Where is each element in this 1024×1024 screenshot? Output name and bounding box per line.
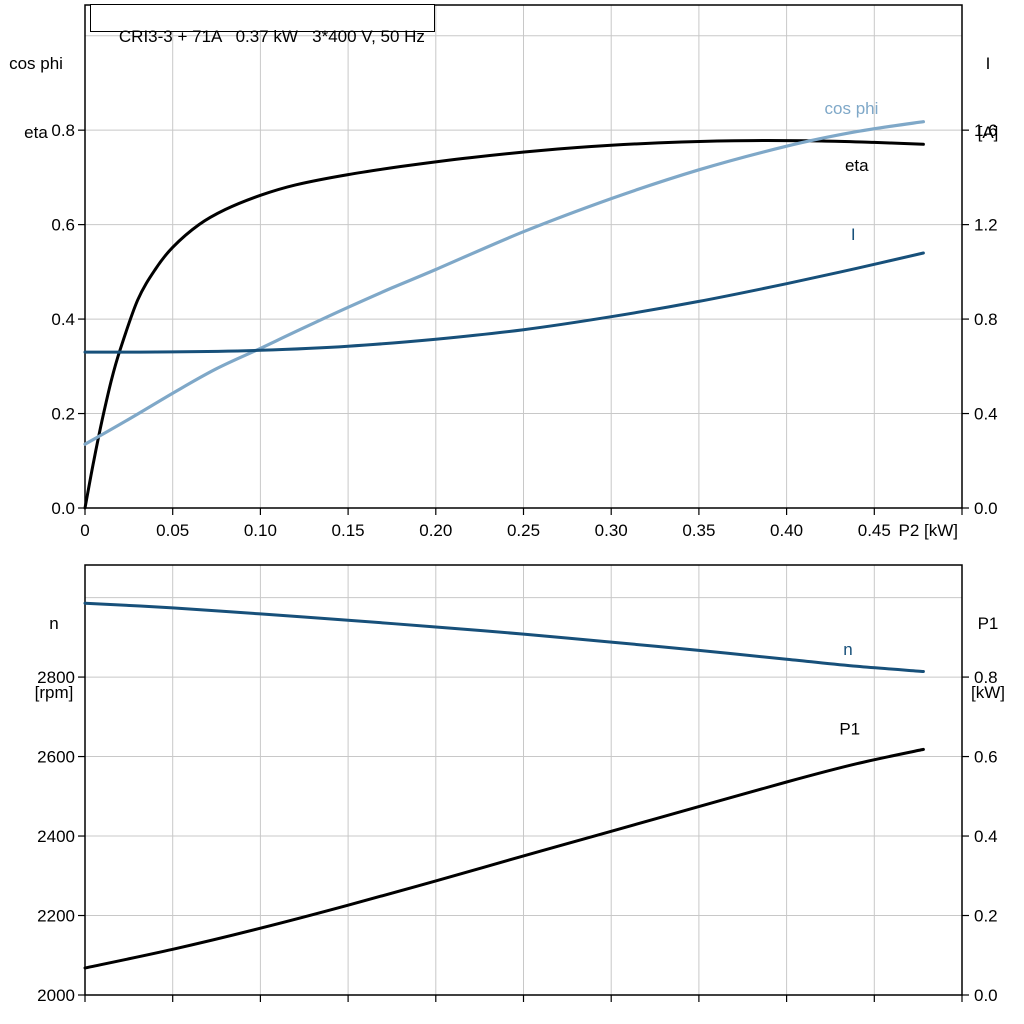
chart-title-box: CRI3-3 + 71A 0.37 kW 3*400 V, 50 Hz <box>90 4 435 46</box>
axis-title-current: I <box>985 54 991 73</box>
x-tick-label: 0.30 <box>595 521 628 540</box>
x-tick-label: 0.45 <box>858 521 891 540</box>
right-tick-label: 0.0 <box>974 986 998 1005</box>
x-axis-label: P2 [kW] <box>898 521 958 540</box>
bottom-left-axis-title: n [rpm] <box>6 566 102 750</box>
x-tick-label: 0.15 <box>332 521 365 540</box>
top-right-axis-title: I [A] <box>956 6 1020 190</box>
right-tick-label: 0.6 <box>974 748 998 767</box>
x-tick-label: 0.05 <box>156 521 189 540</box>
curve-eta <box>83 139 925 510</box>
right-tick-label: 0.8 <box>974 668 998 687</box>
left-tick-label: 2600 <box>37 748 75 767</box>
left-tick-label: 2000 <box>37 986 75 1005</box>
curve-p1 <box>83 747 925 970</box>
tick-labels: 2000 2200 2400 2600 2800 0.0 0.2 0.4 0.6 0.8 <box>37 668 997 1005</box>
axis-title-cos-phi: cos phi <box>9 54 63 73</box>
curve-speed <box>83 601 925 673</box>
motor-performance-top: 0 0.05 0.10 0.15 0.20 0.25 0.30 0.35 0.40 0.45 0.0… <box>51 4 998 540</box>
plot-frame <box>84 4 963 509</box>
curve-label-eta: eta <box>845 156 869 175</box>
left-tick-label: 0.8 <box>51 121 75 140</box>
right-tick-label: 0.4 <box>974 827 998 846</box>
top-left-axis-title: cos phi eta <box>4 6 68 190</box>
bottom-right-axis-title: P1 [kW] <box>956 566 1020 750</box>
left-tick-label: 0.2 <box>51 405 75 424</box>
motor-performance-bottom: 2000 2200 2400 2600 2800 0.0 0.2 0.4 0.6 0.8 n P1 <box>37 564 998 1005</box>
curve-cos-phi <box>83 120 925 446</box>
curve-label-speed: n <box>843 640 852 659</box>
right-tick-label: 1.6 <box>974 121 998 140</box>
curve-label-p1: P1 <box>839 720 860 739</box>
left-tick-label: 2400 <box>37 827 75 846</box>
axis-tick-marks <box>78 129 969 515</box>
x-tick-label: 0.25 <box>507 521 540 540</box>
plot-frame <box>84 564 963 996</box>
x-tick-label: 0.35 <box>682 521 715 540</box>
gridlines <box>85 565 962 995</box>
right-tick-label: 0.8 <box>974 310 998 329</box>
left-tick-label: 0.6 <box>51 216 75 235</box>
axis-title-p1: P1 <box>977 614 999 633</box>
left-tick-label: 2800 <box>37 668 75 687</box>
axis-title-kw-unit: [kW] <box>971 683 1005 702</box>
x-tick-label: 0 <box>80 521 89 540</box>
right-tick-label: 0.4 <box>974 405 998 424</box>
tick-labels: 0 0.05 0.10 0.15 0.20 0.25 0.30 0.35 0.40 0.45 0.0… <box>51 121 997 540</box>
x-tick-label: 0.20 <box>419 521 452 540</box>
left-tick-label: 0.4 <box>51 310 75 329</box>
right-tick-label: 0.0 <box>974 499 998 518</box>
x-tick-label: 0.10 <box>244 521 277 540</box>
axis-title-rpm-unit: [rpm] <box>34 683 74 702</box>
x-tick-label: 0.40 <box>770 521 803 540</box>
left-tick-label: 2200 <box>37 907 75 926</box>
chart-title: CRI3-3 + 71A 0.37 kW 3*400 V, 50 Hz <box>118 27 425 46</box>
curve-label-cos-phi: cos phi <box>825 99 879 118</box>
gridlines <box>85 5 962 508</box>
axis-tick-marks <box>78 676 969 1002</box>
right-tick-label: 0.2 <box>974 907 998 926</box>
axis-title-ampere-unit: [A] <box>977 123 999 142</box>
axis-title-eta: eta <box>24 123 48 142</box>
curve-current <box>83 251 925 354</box>
left-tick-label: 0.0 <box>51 499 75 518</box>
curve-label-current: I <box>851 225 856 244</box>
axis-title-speed: n <box>49 614 59 633</box>
right-tick-label: 1.2 <box>974 216 998 235</box>
